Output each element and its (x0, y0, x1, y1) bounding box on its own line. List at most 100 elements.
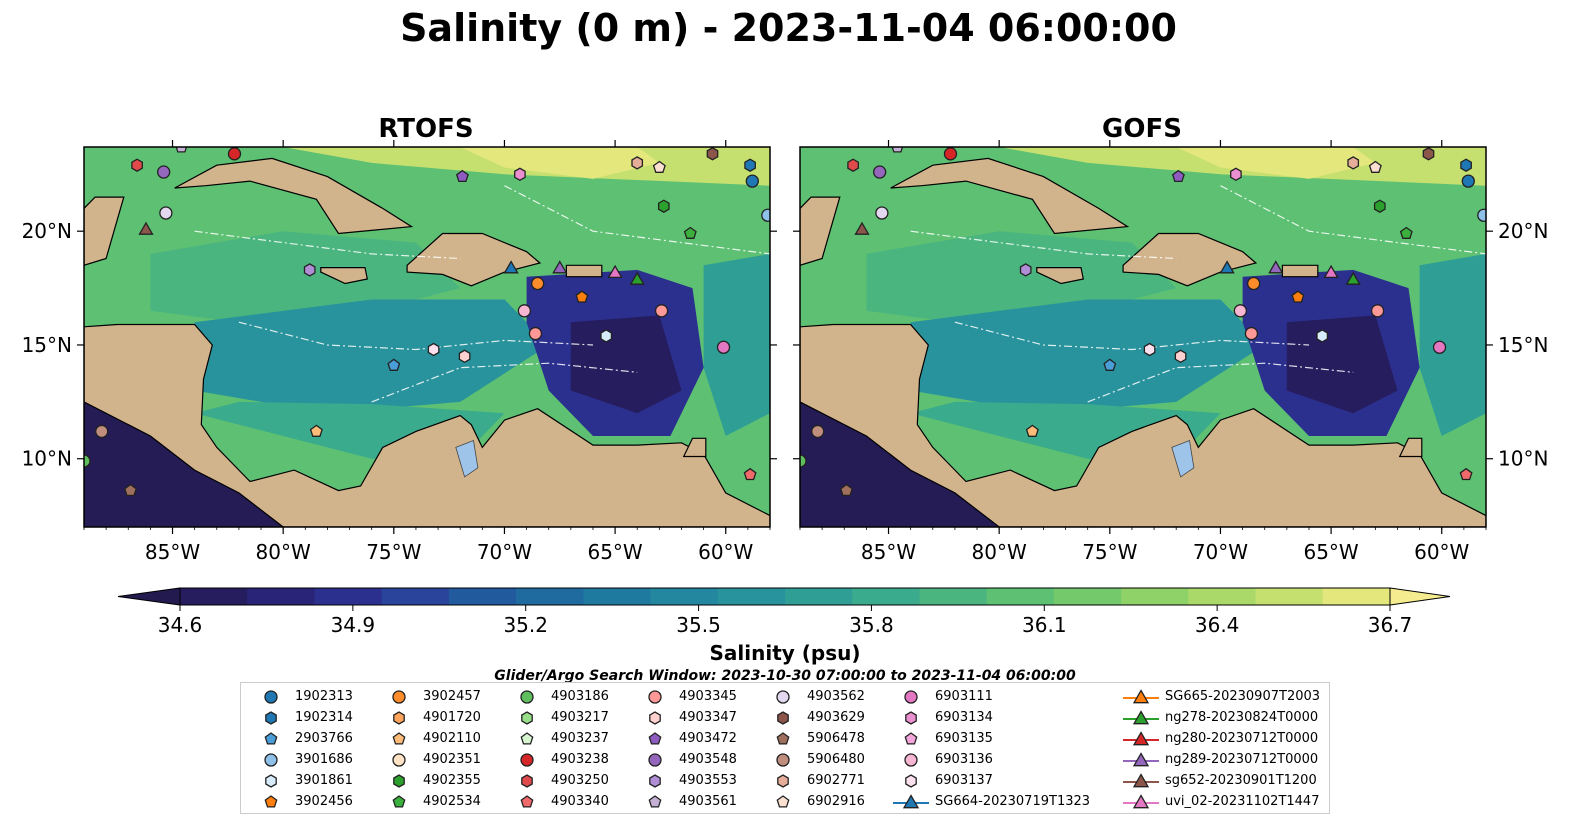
land-yucatan (84, 196, 125, 266)
obs-marker-4903629 (1422, 147, 1435, 161)
land-puerto-rico (1281, 264, 1319, 278)
obs-marker-1902314 (744, 158, 756, 172)
colorbar-tick-label: 35.5 (676, 613, 721, 637)
legend-marker (776, 690, 790, 704)
legend-label: 3901686 (295, 752, 353, 767)
obs-marker-ng289-20230712T0000 (1268, 260, 1284, 274)
obs-marker-3902456 (575, 290, 589, 303)
land-hispaniola (406, 232, 542, 287)
legend-triangle-marker (902, 794, 920, 809)
obs-marker-1902314 (1460, 158, 1472, 172)
obs-marker-4902534 (683, 226, 697, 239)
legend-label: ng280-20230712T0000 (1165, 731, 1319, 746)
legend-circle-marker (904, 690, 918, 704)
land-central-south-america (84, 323, 770, 527)
obs-marker-4903472 (455, 169, 469, 183)
legend-marker (264, 732, 278, 745)
land-trinidad (682, 437, 707, 458)
obs-marker-4903347 (1174, 349, 1187, 364)
legend-marker (392, 753, 406, 767)
obs-marker-6903134 (1230, 167, 1242, 182)
colorbar-segment (180, 588, 248, 605)
boundary-line (1220, 185, 1486, 255)
obs-marker-6903137 (1143, 342, 1156, 357)
obs-marker-4903347 (458, 349, 471, 364)
colorbar-segment (247, 588, 315, 605)
boundary-line (954, 321, 1310, 351)
colorbar-tick-label: 34.9 (331, 613, 376, 637)
boundary-line (194, 230, 461, 260)
legend-hexagon-marker (521, 711, 533, 725)
legend-pentagon-marker (904, 732, 918, 745)
obs-marker-6903136 (1233, 304, 1248, 318)
legend-label: 4903217 (551, 710, 609, 725)
obs-marker-6902916 (1368, 160, 1382, 173)
obs-marker-4903340 (1459, 467, 1473, 481)
legend-label: 4902351 (423, 752, 481, 767)
obs-marker-6903136 (517, 304, 532, 318)
obs-marker-4903472 (1171, 169, 1185, 183)
legend-label: SG664-20230719T1323 (935, 794, 1091, 809)
legend-marker (521, 774, 533, 788)
obs-marker-3901686 (761, 208, 770, 222)
legend-label: 4903629 (807, 710, 865, 725)
obs-marker-4903250 (847, 158, 859, 172)
obs-marker-4903548 (873, 165, 887, 179)
obs-marker-3902457 (1246, 276, 1261, 291)
search-window-note: Glider/Argo Search Window: 2023-10-30 07… (494, 668, 1076, 684)
x-tick-label: 75°W (1082, 540, 1137, 564)
obs-marker-SG664-20230719T1323 (503, 260, 519, 274)
obs-marker-3901861 (600, 329, 613, 343)
x-tick-label: 70°W (477, 540, 532, 564)
map-panel-gofs: GOFS 85°W 80°W 75°W 70°W 65°W 60°W 20°N 15°N 10°N (793, 114, 1548, 564)
boundary-line (910, 230, 1177, 260)
legend-marker (905, 774, 917, 788)
obs-marker-3902457 (530, 276, 545, 291)
legend-marker (264, 795, 278, 808)
legend-marker (1123, 794, 1159, 809)
legend-pentagon-marker (264, 795, 278, 808)
legend-marker (777, 774, 789, 788)
obs-marker-uvi_02-20231102T1447 (1323, 264, 1339, 279)
land-jamaica (1036, 267, 1085, 285)
obs-marker-4903345 (1370, 304, 1385, 318)
obs-marker-4903548 (157, 165, 171, 179)
legend-label: 1902314 (295, 710, 353, 725)
colorbar-tick-label: 36.1 (1022, 613, 1067, 637)
legend-pentagon-marker (392, 732, 406, 745)
salinity-region-atlantic-east (1419, 253, 1486, 436)
obs-marker-4903629 (706, 147, 719, 161)
legend-label: 4903237 (551, 731, 609, 746)
obs-marker-4903345 (654, 304, 669, 318)
colorbar-segment (717, 588, 786, 605)
land-trinidad (1398, 437, 1423, 458)
legend-label: 4903250 (551, 773, 609, 788)
legend-marker (393, 774, 405, 788)
legend-label: 3901861 (295, 773, 353, 788)
legend-hexagon-marker (393, 774, 405, 788)
legend-label: 3902457 (423, 689, 481, 704)
colorbar-label: Salinity (psu) (709, 641, 860, 665)
legend-marker (649, 774, 661, 788)
colorbar-extend-low (117, 587, 181, 606)
legend-marker (1123, 731, 1159, 746)
colorbar-segment (650, 588, 719, 605)
legend-marker (265, 711, 277, 725)
x-tick-label: 80°W (256, 540, 311, 564)
boundary-line (238, 321, 594, 351)
legend-hexagon-marker (905, 774, 917, 788)
colorbar-segment (1322, 588, 1391, 605)
legend-marker (648, 795, 662, 808)
legend-label: 4902110 (423, 731, 481, 746)
legend-label: 3902456 (295, 794, 353, 809)
x-tick-label: 75°W (366, 540, 421, 564)
legend-label: 4903186 (551, 689, 609, 704)
legend-marker (392, 690, 406, 704)
obs-marker-ng289-20230712T0000 (552, 260, 568, 274)
legend-pentagon-marker (520, 795, 534, 808)
obs-marker-6903111 (1432, 340, 1447, 354)
obs-marker-2903766 (1103, 358, 1117, 371)
legend-hexagon-marker (393, 711, 405, 725)
legend-label: 4903561 (679, 794, 737, 809)
salinity-region-bahamas-high (460, 147, 660, 179)
